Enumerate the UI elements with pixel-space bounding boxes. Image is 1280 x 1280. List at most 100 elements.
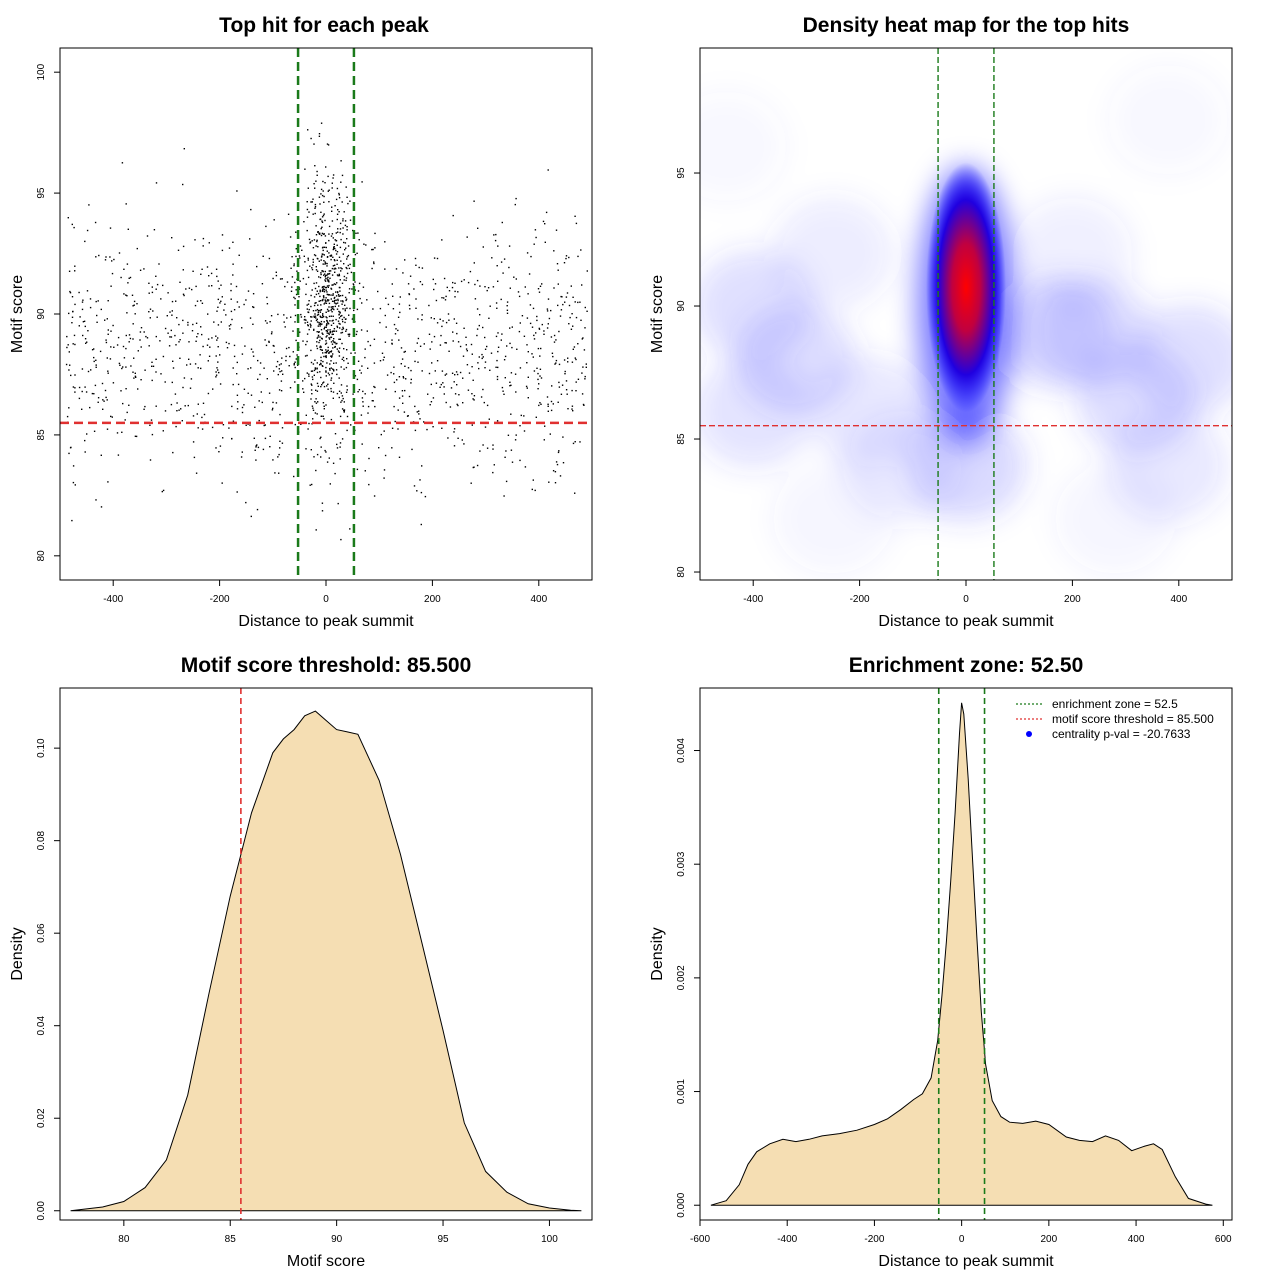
scatter-point: [435, 382, 438, 384]
scatter-point: [330, 341, 333, 343]
scatter-point: [327, 372, 330, 374]
scatter-point: [319, 289, 321, 291]
scatter-point: [549, 433, 551, 435]
scatter-point: [331, 284, 333, 286]
scatter-point: [200, 326, 202, 328]
scatter-point: [278, 364, 281, 366]
scatter-point: [565, 380, 568, 382]
scatter-point: [575, 316, 578, 319]
scatter-point: [137, 350, 139, 352]
scatter-point: [82, 334, 84, 337]
scatter-point: [322, 298, 324, 301]
scatter-point: [176, 317, 178, 319]
scatter-point: [391, 283, 393, 285]
scatter-point: [316, 239, 318, 241]
scatter-point: [581, 372, 583, 374]
scatter-point: [345, 266, 347, 269]
scatter-point: [525, 385, 528, 388]
scatter-point: [94, 221, 97, 224]
scatter-point: [277, 456, 279, 458]
scatter-point: [584, 378, 586, 380]
scatter-point: [584, 306, 586, 309]
scatter-point: [442, 382, 444, 384]
scatter-point: [308, 211, 310, 213]
scatter-point: [371, 248, 373, 251]
scatter-point: [337, 298, 339, 301]
score-density-x-tick-label: 80: [118, 1234, 130, 1245]
scatter-point: [362, 286, 365, 288]
scatter-point: [313, 239, 316, 241]
scatter-point: [93, 360, 95, 363]
scatter-point: [541, 283, 543, 285]
density-blob: [1054, 463, 1175, 574]
scatter-point: [83, 320, 86, 322]
scatter-point: [361, 397, 364, 399]
scatter-point: [195, 472, 198, 474]
scatter-point: [118, 252, 121, 254]
scatter-point: [566, 393, 568, 395]
scatter-point: [236, 190, 238, 192]
scatter-point: [107, 333, 109, 335]
scatter-point: [110, 330, 112, 332]
scatter-point: [305, 414, 307, 416]
scatter-point: [202, 237, 205, 240]
scatter-point: [537, 388, 539, 390]
scatter-x-tick-label: -200: [210, 594, 230, 605]
scatter-point: [203, 413, 206, 416]
scatter-point: [315, 309, 317, 312]
scatter-point: [538, 404, 540, 407]
scatter-point: [112, 324, 114, 327]
scatter-point: [416, 411, 418, 413]
scatter-point: [342, 308, 344, 310]
scatter-point: [71, 322, 73, 324]
scatter-point: [217, 298, 219, 301]
scatter-point: [503, 393, 505, 395]
scatter-point: [571, 405, 574, 407]
scatter-point: [469, 270, 472, 273]
scatter-point: [492, 471, 494, 474]
scatter-point: [550, 309, 552, 312]
scatter-point: [178, 323, 180, 326]
scatter-point: [505, 450, 507, 452]
scatter-point: [558, 330, 560, 333]
scatter-point: [66, 335, 68, 338]
scatter-point: [81, 368, 84, 370]
scatter-point: [327, 321, 329, 324]
scatter-point: [312, 378, 314, 381]
scatter-point: [325, 371, 327, 373]
scatter-point: [184, 405, 186, 407]
scatter-point: [463, 443, 465, 445]
scatter-point: [371, 267, 373, 270]
scatter-point: [320, 188, 323, 191]
scatter-point: [307, 324, 309, 326]
scatter-point: [327, 293, 329, 296]
scatter-point: [333, 308, 335, 311]
scatter-y-tick-label: 95: [36, 187, 47, 199]
scatter-point: [319, 322, 321, 325]
scatter-point: [151, 433, 154, 436]
scatter-point: [374, 232, 376, 235]
scatter-point: [310, 305, 312, 308]
scatter-point: [325, 286, 327, 289]
scatter-point: [332, 265, 335, 267]
scatter-point: [272, 344, 274, 347]
scatter-point: [241, 451, 243, 453]
scatter-point: [367, 412, 369, 414]
scatter-point: [513, 276, 515, 278]
scatter-point: [238, 254, 240, 256]
scatter-point: [322, 352, 324, 354]
scatter-point: [372, 308, 374, 310]
scatter-point: [132, 338, 134, 340]
scatter-point: [268, 340, 270, 343]
scatter-point: [455, 371, 458, 373]
scatter-point: [171, 300, 174, 303]
scatter-point: [250, 367, 252, 369]
scatter-point: [95, 366, 97, 368]
scatter-point: [373, 495, 376, 497]
scatter-point: [317, 325, 319, 327]
scatter-point: [368, 457, 370, 460]
scatter-point: [552, 355, 554, 358]
scatter-point: [320, 304, 322, 306]
scatter-point: [331, 233, 334, 235]
scatter-point: [514, 373, 517, 375]
